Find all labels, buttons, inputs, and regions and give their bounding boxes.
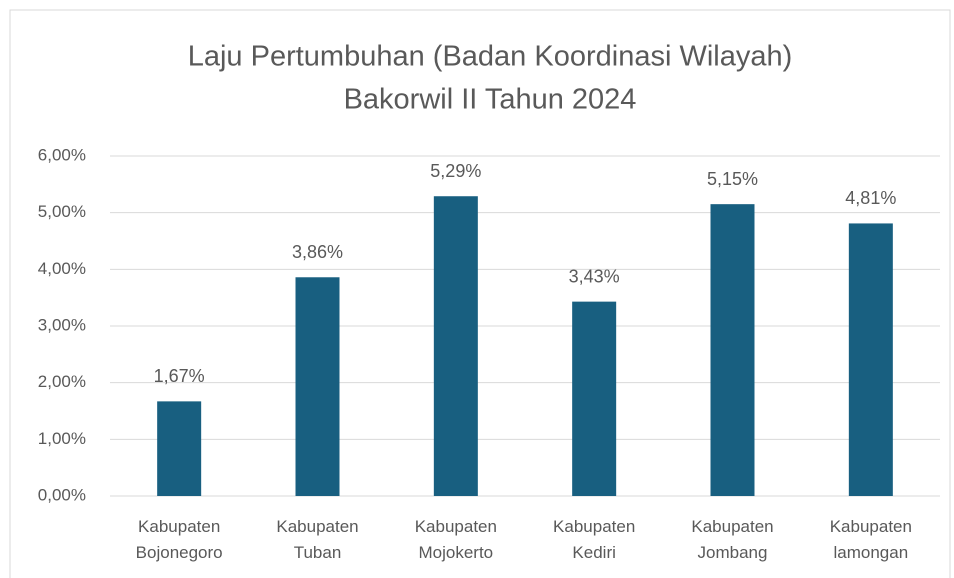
y-tick-label: 1,00% — [38, 429, 86, 448]
bar — [433, 196, 478, 496]
data-label: 3,43% — [569, 266, 620, 286]
data-label: 5,29% — [430, 161, 481, 181]
y-tick-label: 3,00% — [38, 315, 86, 334]
x-tick-label: Kabupaten Tuban — [276, 517, 359, 562]
x-tick-label: Kabupaten Jombang — [691, 517, 774, 562]
x-tick-label: Kabupaten Mojokerto — [414, 517, 497, 562]
bar — [848, 223, 893, 496]
x-tick-label: Kabupaten Bojonegoro — [135, 517, 223, 562]
x-tick-label: Kabupaten lamongan — [829, 517, 912, 562]
y-tick-label: 0,00% — [38, 485, 86, 504]
data-label: 5,15% — [707, 169, 758, 189]
x-tick-label: Kabupaten Kediri — [553, 517, 636, 562]
y-tick-label: 4,00% — [38, 259, 86, 278]
chart-subtitle: Bakorwil II Tahun 2024 — [344, 84, 637, 116]
y-tick-label: 5,00% — [38, 202, 86, 221]
data-label: 3,86% — [292, 242, 343, 262]
bar — [572, 301, 617, 496]
y-tick-label: 2,00% — [38, 372, 86, 391]
data-label: 1,67% — [154, 366, 205, 386]
bar — [710, 204, 755, 496]
y-tick-label: 6,00% — [38, 145, 86, 164]
bar — [295, 277, 340, 496]
bar — [157, 401, 202, 496]
data-label: 4,81% — [845, 188, 896, 208]
chart-title: Laju Pertumbuhan (Badan Koordinasi Wilay… — [188, 41, 793, 73]
